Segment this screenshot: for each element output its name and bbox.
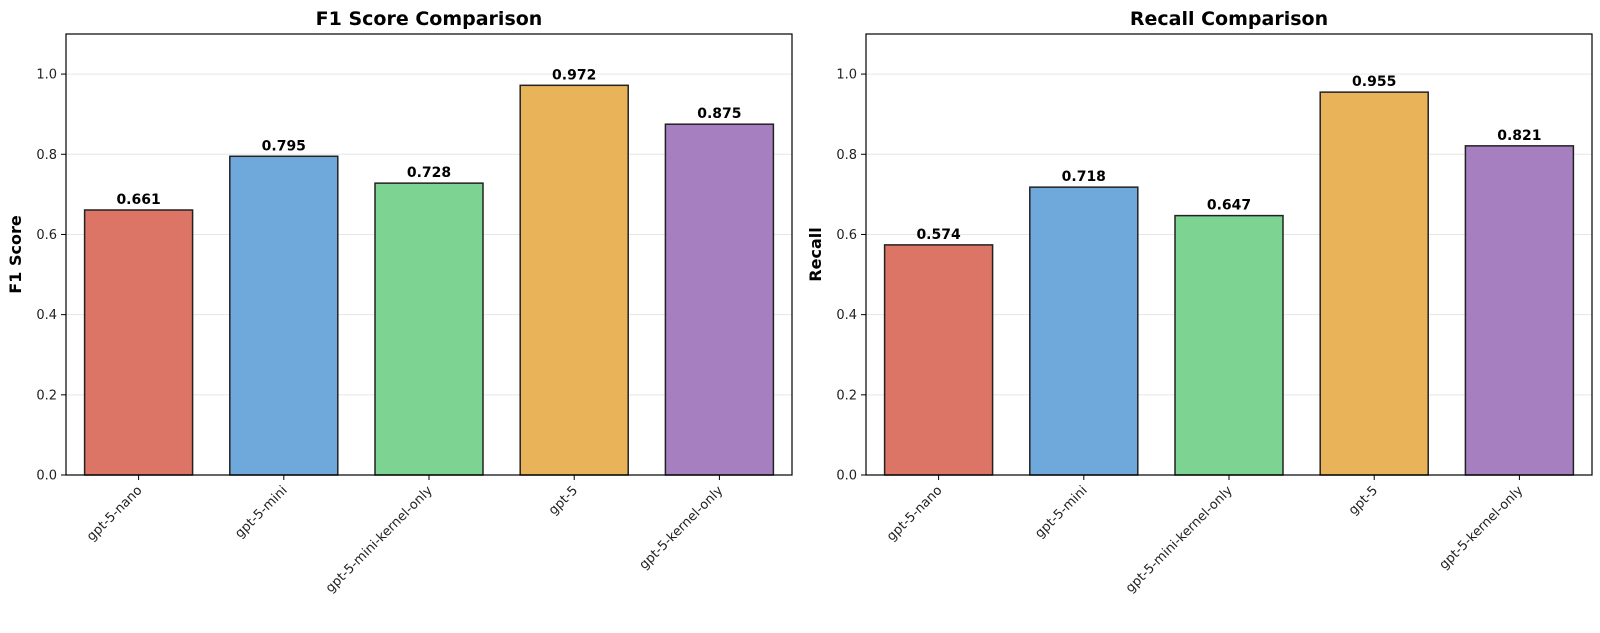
y-tick-label: 0.4 — [36, 308, 57, 323]
x-ticks: gpt-5-nano gpt-5-mini gpt-5-mini-kernel-on… — [884, 475, 1526, 596]
x-tick-label: gpt-5 — [1346, 483, 1381, 518]
value-label: 0.795 — [262, 138, 306, 154]
y-tick-label: 0.6 — [836, 228, 857, 243]
x-tick-label: gpt-5-nano — [884, 483, 945, 544]
bar-gpt-5-mini-kernel-only — [1174, 214, 1284, 476]
y-tick-label: 0.2 — [36, 388, 57, 403]
bar-gpt-5 — [1319, 91, 1429, 476]
bars — [883, 91, 1575, 476]
value-label: 0.647 — [1207, 198, 1251, 214]
value-label: 0.821 — [1497, 128, 1541, 144]
chart-title: Recall Comparison — [1130, 8, 1328, 30]
y-tick-label: 0.8 — [836, 148, 857, 163]
y-tick-label: 0.0 — [36, 469, 57, 484]
y-tick-label: 0.6 — [36, 228, 57, 243]
bar-gpt-5-mini-kernel-only — [374, 182, 484, 476]
x-tick-label: gpt-5-kernel-only — [637, 483, 727, 573]
y-axis-label: F1 Score — [6, 215, 25, 294]
x-tick-label: gpt-5-kernel-only — [1437, 483, 1527, 573]
bar-gpt-5-kernel-only — [1464, 145, 1575, 476]
bar-gpt-5-nano — [883, 244, 994, 476]
y-tick-label: 1.0 — [36, 68, 57, 83]
x-tick-label: gpt-5-mini — [232, 483, 290, 541]
value-label: 0.875 — [697, 106, 741, 122]
value-label: 0.661 — [116, 192, 160, 208]
y-tick-label: 0.4 — [836, 308, 857, 323]
value-labels: 0.661 0.795 0.728 0.972 0.875 — [116, 67, 741, 208]
y-tick-label: 1.0 — [836, 68, 857, 83]
y-tick-label: 0.0 — [836, 469, 857, 484]
x-tick-label: gpt-5-nano — [84, 483, 145, 544]
x-tick-label: gpt-5-mini-kernel-only — [1123, 483, 1236, 596]
bar-gpt-5-mini — [229, 155, 339, 476]
bar-gpt-5 — [519, 84, 629, 476]
value-label: 0.728 — [407, 165, 451, 181]
y-tick-label: 0.8 — [36, 148, 57, 163]
x-tick-label: gpt-5 — [546, 483, 581, 518]
x-tick-label: gpt-5-mini — [1032, 483, 1090, 541]
bar-gpt-5-kernel-only — [664, 123, 775, 476]
x-tick-label: gpt-5-mini-kernel-only — [323, 483, 436, 596]
value-label: 0.718 — [1062, 169, 1106, 185]
f1-score-chart: 0.00.20.40.60.81.0 gpt-5-nano gpt-5-mini g… — [6, 8, 793, 596]
y-tick-label: 0.2 — [836, 388, 857, 403]
bars — [83, 84, 775, 476]
value-labels: 0.574 0.718 0.647 0.955 0.821 — [916, 74, 1541, 243]
y-ticks: 0.0 0.2 0.4 0.6 0.8 1.0 — [836, 68, 866, 484]
y-axis-label: Recall — [806, 227, 825, 281]
value-label: 0.972 — [552, 67, 596, 83]
value-label: 0.574 — [916, 227, 961, 243]
value-label: 0.955 — [1352, 74, 1396, 90]
chart-title: F1 Score Comparison — [316, 8, 543, 30]
bar-gpt-5-mini — [1029, 186, 1139, 476]
bar-gpt-5-nano — [83, 209, 194, 476]
y-ticks: 0.0 0.2 0.4 0.6 0.8 1.0 — [36, 68, 66, 484]
recall-chart: 0.00.20.40.60.81.0 gpt-5-nano gpt-5-mini g… — [806, 8, 1593, 596]
x-ticks: gpt-5-nano gpt-5-mini gpt-5-mini-kernel-on… — [84, 475, 726, 596]
